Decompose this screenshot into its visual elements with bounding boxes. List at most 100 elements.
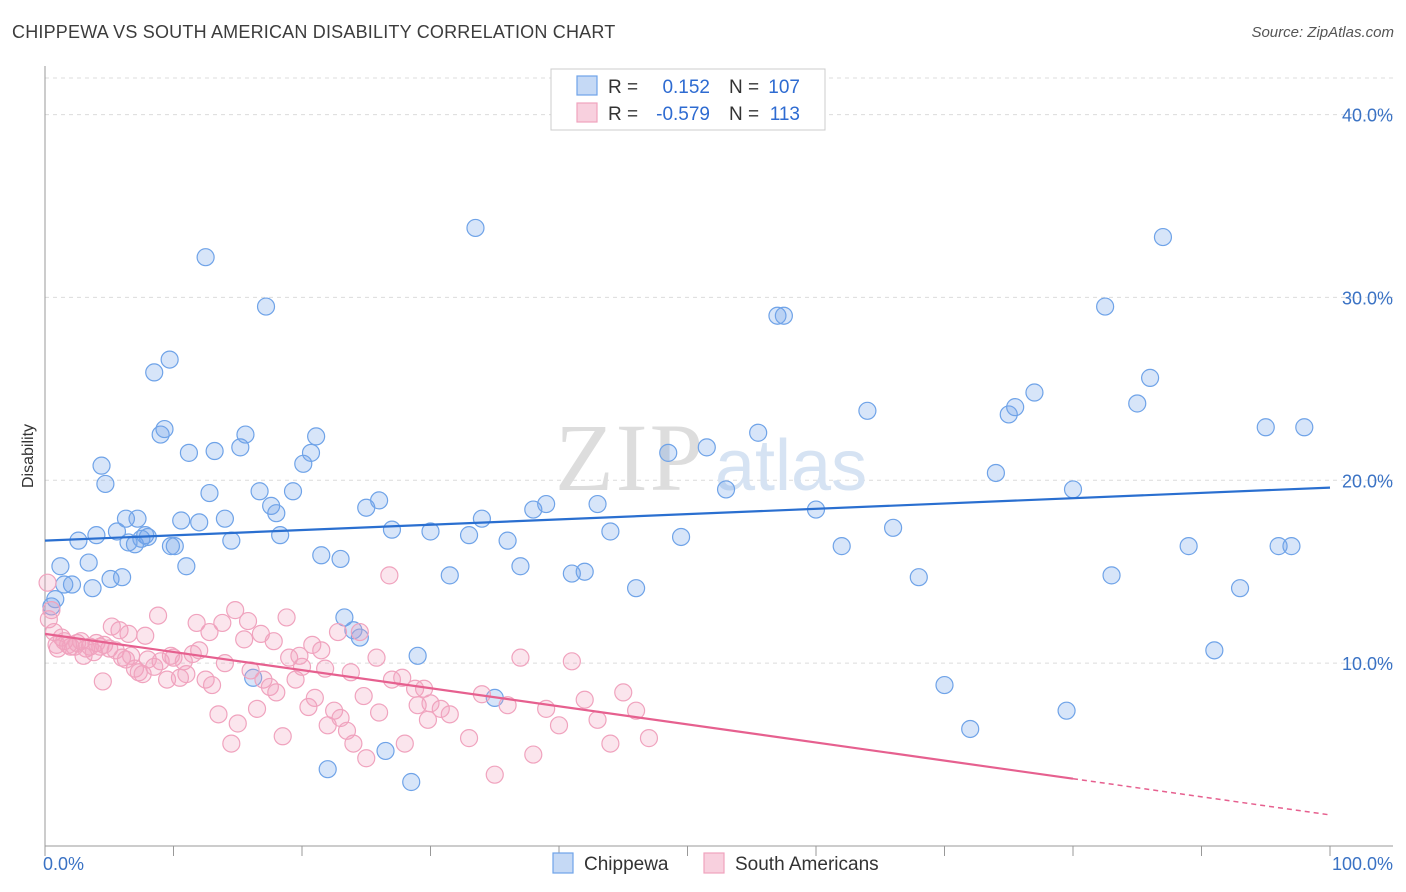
- south-americans-trend-line: [44, 632, 1074, 780]
- legend-r-label: R =: [608, 77, 638, 98]
- gridlines: [45, 77, 1393, 664]
- chippewa-point: [1153, 227, 1173, 247]
- chippewa-point: [1057, 701, 1076, 720]
- chippewa-point: [307, 427, 326, 446]
- south-americans-point: [247, 699, 267, 718]
- chippewa-point: [1205, 641, 1224, 660]
- chippewa-point: [1096, 297, 1115, 316]
- south-americans-point: [312, 641, 331, 660]
- watermark-zip: ZIP: [555, 404, 705, 511]
- chippewa-point: [537, 494, 556, 514]
- south-americans-point: [418, 710, 438, 729]
- chippewa-point: [172, 511, 191, 530]
- chippewa-point: [1269, 537, 1288, 556]
- legend-n-label: N =: [729, 77, 759, 98]
- chippewa-point: [1230, 579, 1250, 598]
- south-americans-point: [303, 635, 322, 654]
- south-americans-point: [354, 686, 373, 706]
- chippewa-point: [961, 719, 980, 739]
- chippewa-point: [986, 463, 1006, 483]
- chippewa-point: [370, 491, 389, 510]
- south-americans-point: [273, 727, 292, 746]
- chippewa-point: [179, 443, 199, 462]
- chippewa-points: [42, 218, 1314, 792]
- south-americans-point: [228, 714, 247, 733]
- chippewa-point: [344, 621, 363, 640]
- chippewa-point: [749, 423, 768, 442]
- bottom-legend-label-chippewa: Chippewa: [584, 854, 669, 875]
- south-americans-point: [254, 670, 273, 689]
- legend-n-value: 107: [768, 77, 800, 98]
- chippewa-point: [588, 494, 607, 514]
- legend-n-label: N =: [729, 104, 759, 125]
- south-americans-point: [209, 705, 228, 724]
- chippewa-point: [215, 509, 234, 528]
- chippewa-point: [92, 456, 111, 475]
- bottom-legend: Chippewa South Americans: [552, 852, 879, 875]
- chippewa-point: [165, 537, 184, 556]
- chippewa-point: [697, 438, 716, 457]
- chippewa-point: [1179, 537, 1198, 556]
- watermark-atlas: atlas: [715, 426, 867, 506]
- chippewa-point: [935, 675, 954, 695]
- chippewa-point: [190, 513, 209, 532]
- axes: [44, 66, 1393, 856]
- chippewa-point: [883, 518, 903, 537]
- chippewa-point: [1282, 537, 1301, 556]
- chippewa-point: [222, 531, 241, 550]
- chippewa-point: [1102, 566, 1121, 585]
- watermark: ZIP atlas: [555, 404, 867, 511]
- chippewa-point: [1128, 394, 1147, 413]
- chippewa-point: [161, 537, 181, 556]
- south-americans-point: [440, 705, 459, 724]
- y-tick-labels: 10.0% 20.0% 30.0% 40.0%: [1342, 106, 1393, 675]
- chart-title: CHIPPEWA VS SOUTH AMERICAN DISABILITY CO…: [12, 22, 616, 42]
- chippewa-point: [601, 522, 620, 541]
- chippewa-point: [160, 350, 179, 369]
- chippewa-point: [112, 568, 132, 587]
- south-americans-point: [370, 703, 389, 722]
- south-americans-point: [235, 630, 254, 649]
- south-americans-point: [614, 683, 633, 702]
- south-americans-point: [148, 606, 168, 625]
- south-americans-point: [187, 613, 206, 633]
- south-americans-point: [549, 716, 569, 735]
- chart-source: Source: ZipAtlas.com: [1251, 24, 1394, 41]
- chippewa-point: [472, 509, 491, 528]
- chippewa-point: [832, 537, 851, 556]
- south-americans-point: [395, 734, 414, 753]
- chippewa-point: [205, 441, 224, 461]
- chippewa-point: [1063, 480, 1083, 499]
- south-americans-point: [626, 701, 646, 720]
- south-americans-point: [459, 729, 479, 748]
- south-americans-point: [38, 573, 57, 592]
- chippewa-point: [155, 419, 174, 439]
- south-americans-point: [267, 683, 286, 702]
- south-americans-point: [367, 648, 386, 667]
- chippewa-point: [107, 522, 127, 541]
- y-tick-label: 40.0%: [1342, 106, 1393, 126]
- south-americans-point: [238, 611, 258, 631]
- chippewa-point: [575, 562, 594, 581]
- chippewa-point: [283, 482, 303, 501]
- chippewa-point: [402, 772, 421, 792]
- legend-box: R = 0.152 N = 107 R = -0.579 N = 113: [550, 68, 826, 131]
- chippewa-point: [250, 482, 269, 501]
- legend-r-value: 0.152: [662, 77, 710, 98]
- chippewa-point: [1295, 418, 1314, 437]
- south-americans-point: [74, 646, 93, 665]
- chippewa-point: [350, 628, 369, 647]
- legend-swatch-south-americans: [576, 102, 598, 123]
- chippewa-point: [267, 504, 286, 523]
- y-axis-label: Disability: [20, 424, 37, 488]
- south-americans-point: [305, 688, 324, 707]
- y-tick-label: 10.0%: [1342, 654, 1393, 674]
- chippewa-point: [271, 526, 290, 545]
- south-americans-point: [202, 675, 222, 695]
- chippewa-point: [1006, 398, 1025, 417]
- chippewa-point: [459, 526, 479, 545]
- south-americans-point: [357, 749, 376, 768]
- chippewa-point: [101, 569, 120, 589]
- south-americans-trend-line-dashed: [1072, 777, 1331, 816]
- chippewa-point: [96, 474, 115, 494]
